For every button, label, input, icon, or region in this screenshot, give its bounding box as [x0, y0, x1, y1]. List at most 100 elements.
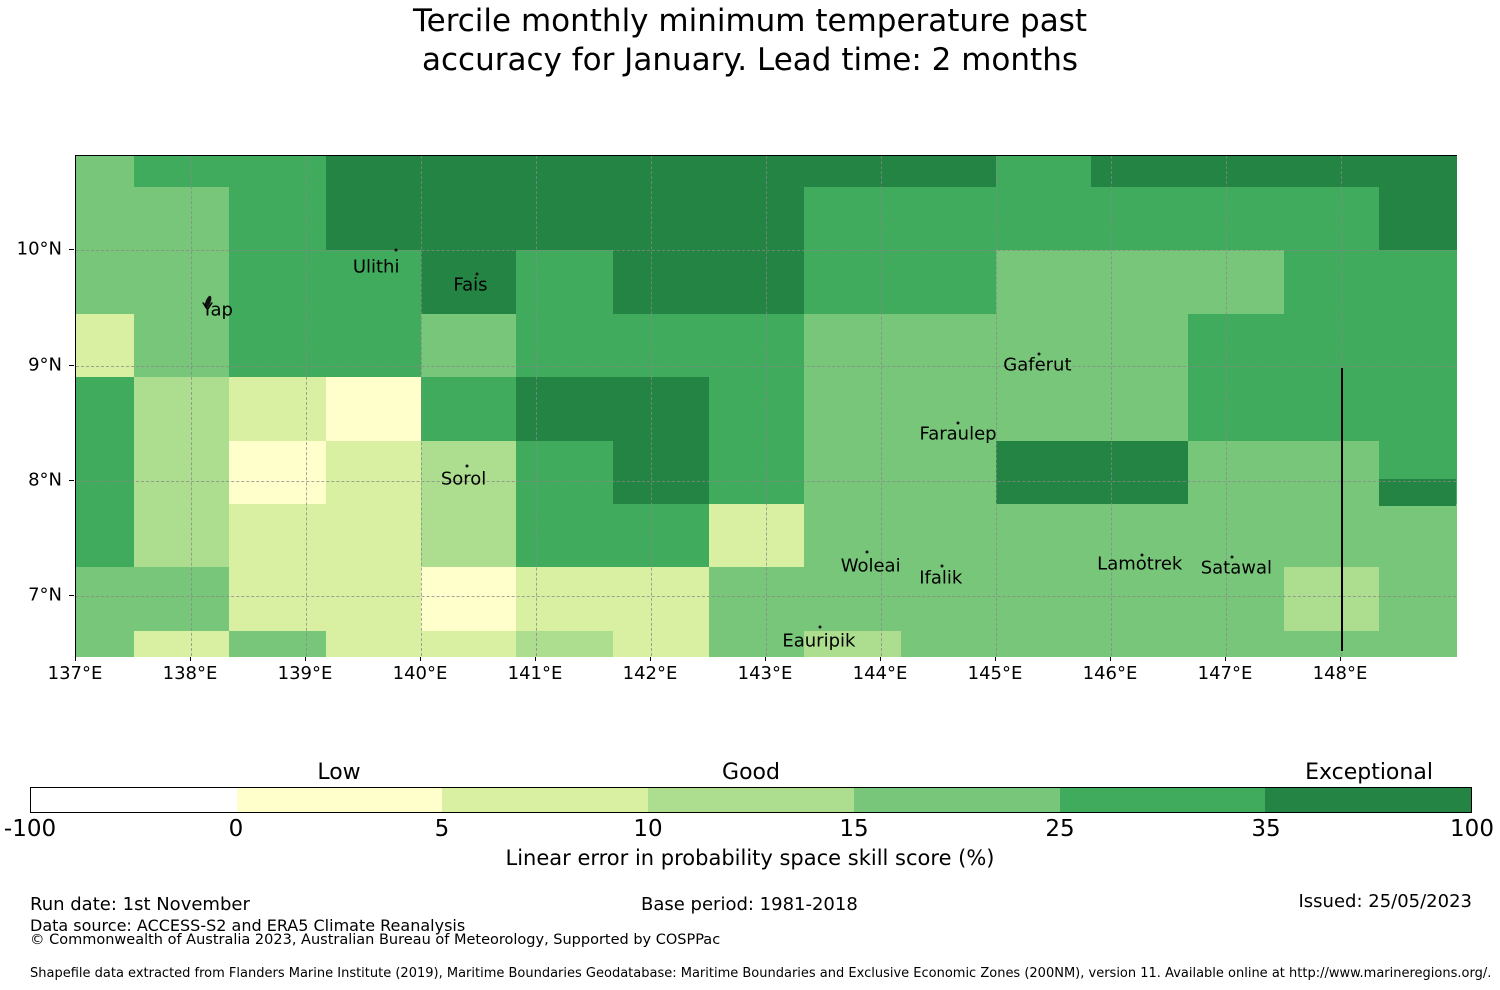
x-axis-tick-label: 141°E [507, 663, 563, 684]
grid-cell [996, 187, 1093, 252]
grid-cell [133, 187, 230, 252]
chart-title: Tercile monthly minimum temperature past… [0, 2, 1500, 80]
grid-cell [996, 156, 1093, 188]
grid-cell [76, 440, 135, 505]
graticule-line [76, 480, 1456, 482]
y-axis-tick [69, 364, 74, 366]
y-axis-tick-label: 10°N [16, 238, 62, 260]
x-axis-tick [1225, 656, 1226, 661]
grid-cell [325, 187, 422, 252]
grid-cell [708, 377, 805, 442]
grid-cell [516, 313, 614, 378]
x-axis-tick-label: 145°E [967, 663, 1023, 684]
grid-cell [516, 156, 614, 188]
grid-cell [516, 440, 614, 505]
grid-cell [76, 187, 135, 252]
y-axis-tick-label: 9°N [28, 354, 62, 376]
grid-cell [133, 250, 230, 315]
grid-cell [803, 250, 902, 315]
sorol-island-marker [465, 464, 469, 468]
lamotrek-island-marker [1140, 553, 1144, 557]
grid-cell [1378, 630, 1457, 657]
grid-cell [900, 156, 997, 188]
colorbar [30, 787, 1472, 813]
grid-cell [516, 567, 614, 632]
grid-cell [708, 440, 805, 505]
grid-cell [900, 250, 997, 315]
colorbar-tick-label: 5 [434, 816, 450, 842]
graticule-line [651, 156, 652, 656]
x-axis-tick-label: 137°E [47, 663, 103, 684]
faraulep-island-label: Faraulep [919, 423, 997, 445]
grid-cell [133, 313, 230, 378]
grid-cell [1091, 377, 1189, 442]
chart-title-line1: Tercile monthly minimum temperature past [412, 3, 1088, 39]
grid-cell [228, 187, 327, 252]
grid-cell [228, 630, 327, 657]
ifalik-island-marker [940, 564, 944, 568]
grid-cell [996, 630, 1093, 657]
x-axis-tick [535, 656, 536, 661]
x-axis-tick-label: 148°E [1312, 663, 1368, 684]
copyright-text: © Commonwealth of Australia 2023, Austra… [30, 932, 721, 948]
grid-cell [325, 567, 422, 632]
grid-cell [803, 156, 902, 188]
x-axis-tick-label: 143°E [737, 663, 793, 684]
grid-cell [228, 313, 327, 378]
colorbar-segment [648, 788, 854, 812]
grid-cell [613, 313, 710, 378]
grid-cell [613, 630, 710, 657]
grid-cell [1091, 250, 1189, 315]
colorbar-category-label: Low [317, 760, 361, 785]
grid-cell [228, 440, 327, 505]
colorbar-segment [1059, 788, 1266, 812]
x-axis-tick [305, 656, 306, 661]
grid-cell [325, 630, 422, 657]
grid-cell [421, 503, 518, 568]
y-axis-tick-label: 7°N [28, 584, 62, 606]
grid-cell [1283, 377, 1380, 442]
gaferut-island-label: Gaferut [1003, 354, 1072, 376]
x-axis-tick [650, 656, 651, 661]
graticule-line [996, 156, 997, 656]
grid-cell [900, 503, 997, 568]
colorbar-segment [442, 788, 649, 812]
grid-cell [1378, 567, 1457, 632]
graticule-line [1111, 156, 1112, 656]
grid-cell [803, 567, 902, 632]
grid-cell [325, 313, 422, 378]
graticule-line [881, 156, 882, 656]
grid-cell [996, 440, 1093, 505]
grid-cell [1378, 313, 1457, 378]
grid-cell [803, 313, 902, 378]
grid-cell [613, 250, 710, 315]
base-period-text: Base period: 1981-2018 [641, 894, 858, 915]
grid-cell [1188, 313, 1285, 378]
colorbar-tick-label: 35 [1251, 816, 1281, 842]
grid-cell [613, 440, 710, 505]
data-source-text: Data source: ACCESS-S2 and ERA5 Climate … [30, 916, 466, 935]
eauripik-island-label: Eauripik [782, 630, 856, 652]
grid-cell [900, 187, 997, 252]
graticule-line [76, 365, 1456, 367]
x-axis-tick [1340, 656, 1341, 661]
eauripik-island-marker [818, 625, 822, 629]
grid-cell [76, 630, 135, 657]
grid-cell [803, 503, 902, 568]
grid-cell [1378, 377, 1457, 442]
graticule-line [421, 156, 422, 656]
x-axis-tick [1110, 656, 1111, 661]
grid-cell [76, 313, 135, 378]
y-axis-tick [69, 479, 74, 481]
grid-cell [228, 250, 327, 315]
grid-cell [1188, 440, 1285, 505]
grid-cell [1283, 156, 1380, 188]
graticule-line [191, 156, 192, 656]
grid-cell [613, 567, 710, 632]
grid-cell [1378, 250, 1457, 315]
x-axis-tick-label: 147°E [1197, 663, 1253, 684]
grid-cell [996, 567, 1093, 632]
graticule-line [536, 156, 537, 656]
grid-cell [1188, 503, 1285, 568]
